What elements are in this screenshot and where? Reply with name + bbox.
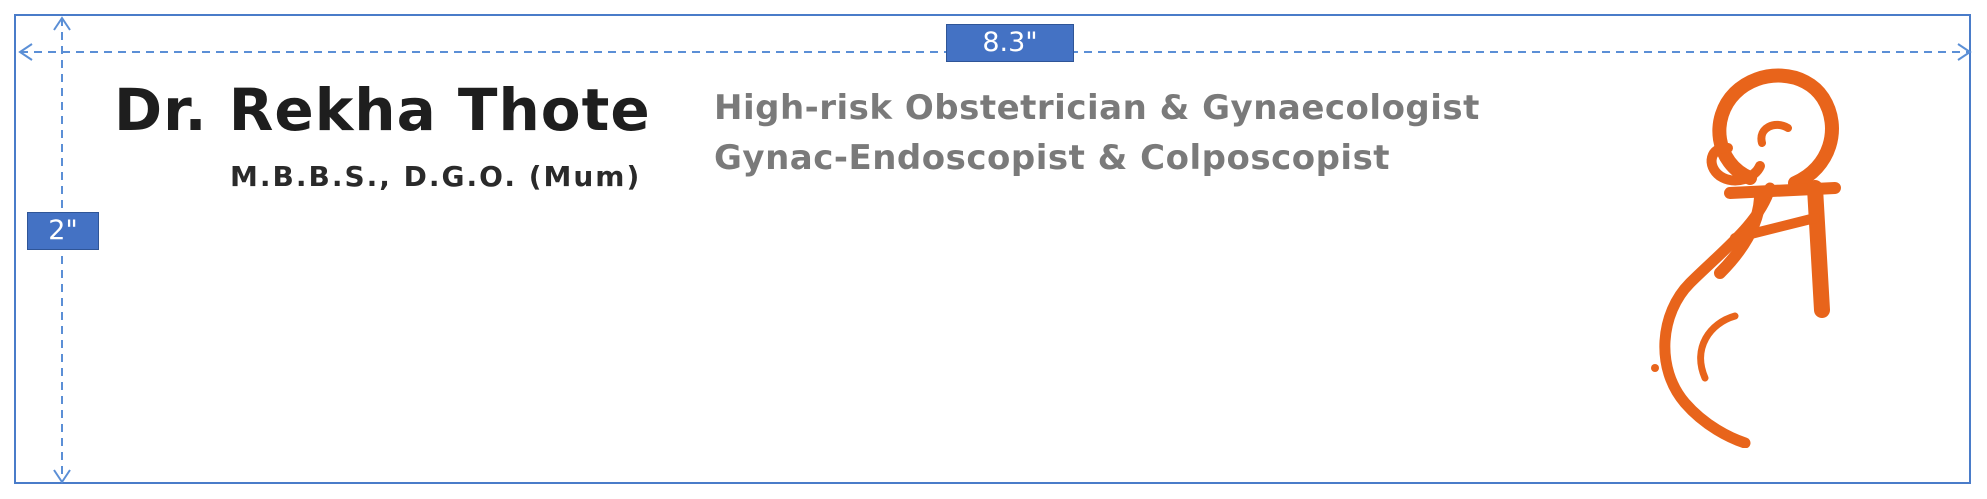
letterhead-frame — [14, 14, 1971, 484]
height-dimension-line — [53, 16, 71, 484]
shri-logo-icon — [1651, 68, 1841, 448]
specialty-line-2: Gynac-Endoscopist & Colposcopist — [714, 138, 1391, 178]
height-dimension-label: 2" — [27, 212, 99, 250]
doctor-name: Dr. Rekha Thote — [114, 76, 651, 144]
width-dimension-label: 8.3" — [946, 24, 1074, 62]
doctor-qualifications: M.B.B.S., D.G.O. (Mum) — [230, 160, 642, 193]
specialty-line-1: High-risk Obstetrician & Gynaecologist — [714, 88, 1480, 128]
width-dimension-line — [18, 43, 1972, 61]
